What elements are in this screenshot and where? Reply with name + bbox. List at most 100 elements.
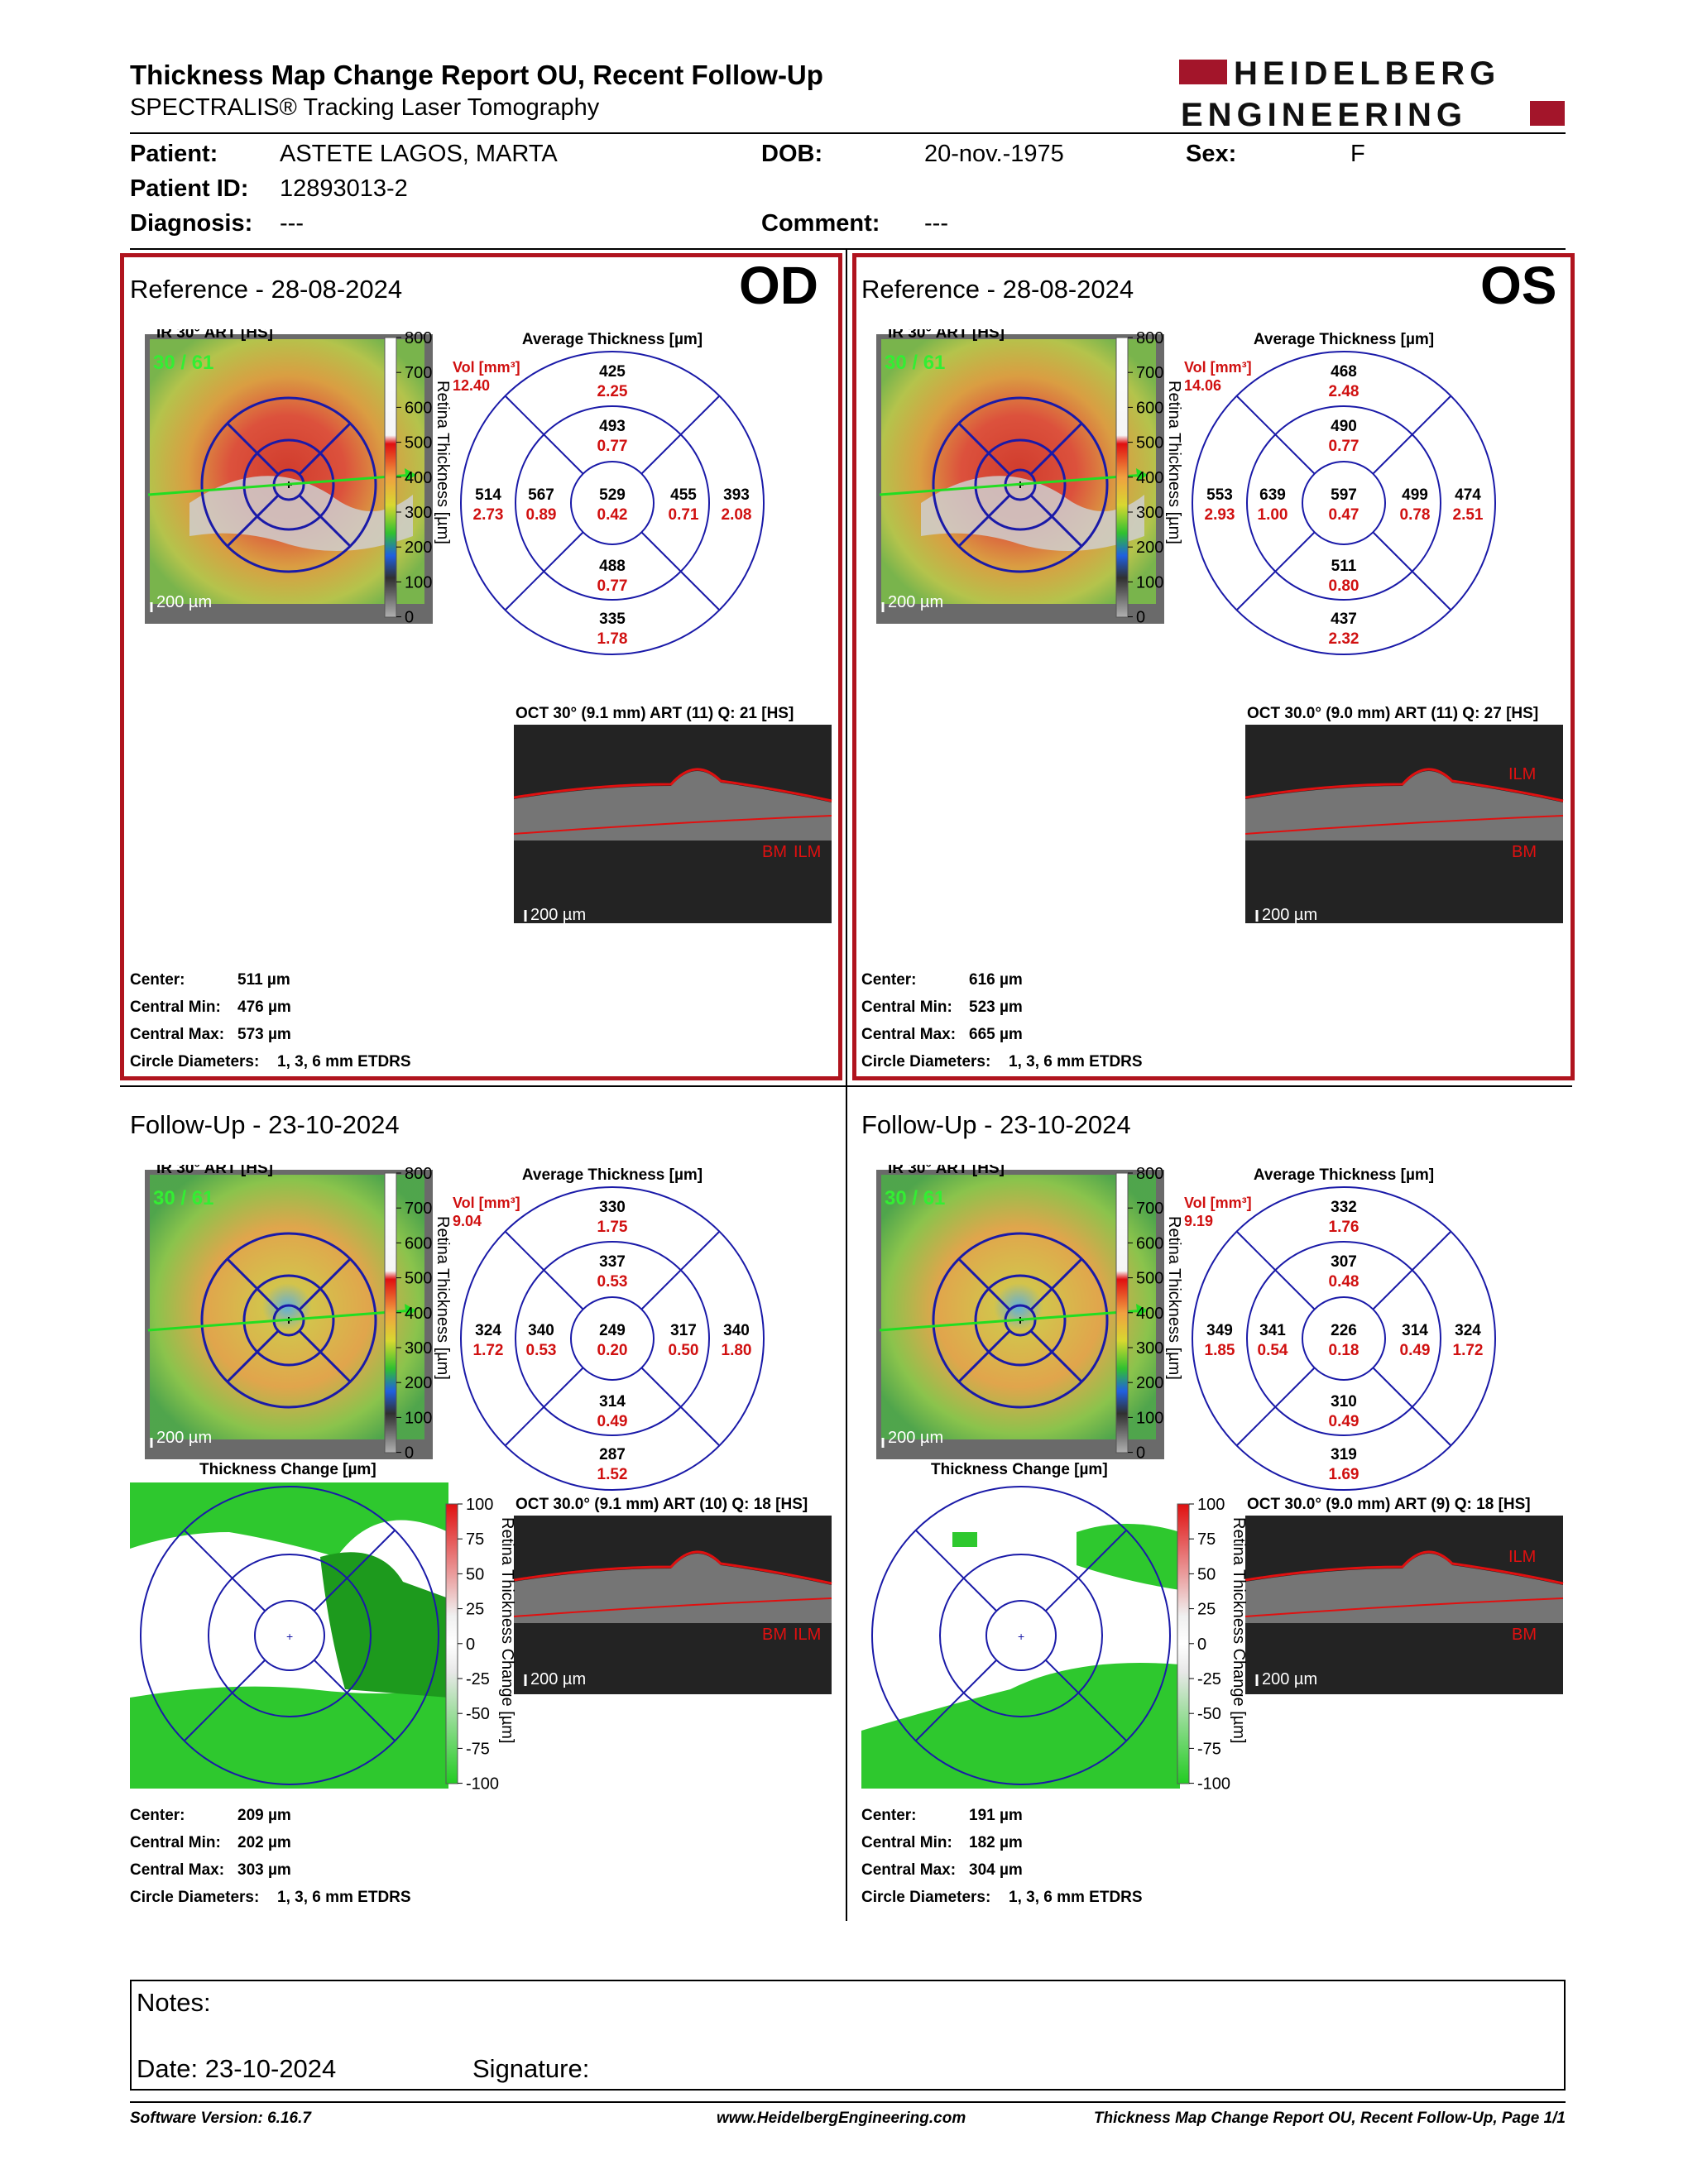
od-fu-etdrs-grid: Average Thickness [µm]Vol [mm³] 9.04 330 1.… [453, 1166, 765, 1491]
od-ref-oct-scale: 200 µm [530, 906, 586, 923]
colorbar-tick: 500 [405, 1270, 432, 1288]
colorbar-tick: 500 [1136, 434, 1163, 453]
patient-id: 12893013-2 [280, 175, 408, 202]
diagnosis-label: Diagnosis: [130, 210, 253, 237]
report-subtitle: SPECTRALIS® Tracking Laser Tomography [130, 94, 600, 121]
dob-value: 20-nov.-1975 [924, 141, 1064, 167]
sector-thickness-center: 226 [1331, 1322, 1357, 1339]
sector-thickness-outer-right: 393 [723, 486, 750, 504]
sector-thickness-outer-top: 330 [599, 1199, 626, 1216]
os-fu-thickness-change-map: + [861, 1482, 1180, 1789]
od-fu-ir-thickness-map: IR 30° ART [HS] 30 / 61 200 µm [145, 1165, 433, 1459]
stat-label: Circle Diameters: [861, 1053, 991, 1070]
colorbar-tick: 100 [405, 1409, 432, 1427]
colorbar-tick: 600 [1136, 399, 1163, 417]
sector-volume-inner-top: 0.48 [1329, 1273, 1360, 1291]
svg-text:ENGINEERING: ENGINEERING [1181, 97, 1467, 133]
sector-volume-inner-left: 0.53 [526, 1342, 557, 1359]
sector-volume-outer-right: 1.72 [1453, 1342, 1484, 1359]
os-fu-oct-scale: 200 µm [1262, 1670, 1317, 1688]
sector-volume-outer-right: 2.08 [722, 506, 752, 524]
colorbar-tick: 700 [405, 1200, 432, 1218]
os-ref-oct-bscan: OCT 30.0° (9.0 mm) ART (11) Q: 27 [HS] IL… [1245, 705, 1564, 923]
os-fu-oct-bscan: OCT 30.0° (9.0 mm) ART (9) Q: 18 [HS] ILM… [1245, 1496, 1564, 1694]
os-fu-ir-label: IR 30° ART [HS] [888, 1165, 1005, 1177]
od-fu-ir-count: 30 / 61 [153, 1187, 213, 1209]
stat-value: 304 µm [969, 1861, 1023, 1879]
stat-label: Central Max: [130, 1026, 225, 1043]
change-tick: 0 [1197, 1636, 1206, 1654]
change-tick: -50 [1197, 1705, 1221, 1723]
stat-label: Circle Diameters: [861, 1889, 991, 1906]
stat-label: Center: [861, 1807, 917, 1824]
sector-volume-inner-bottom: 0.49 [597, 1413, 628, 1430]
stat-label: Circle Diameters: [130, 1889, 260, 1906]
os-ref-ir-count: 30 / 61 [885, 352, 945, 374]
sector-thickness-outer-top: 468 [1331, 363, 1357, 381]
od-ref-ir-scale: 200 µm [156, 593, 212, 611]
sector-thickness-inner-top: 493 [599, 418, 626, 435]
od-fu-colorbar-title: Retina Thickness [µm] [434, 1216, 452, 1380]
os-fu-change-title: Thickness Change [µm] [931, 1461, 1108, 1478]
od-fu-title: Follow-Up - 23-10-2024 [130, 1110, 400, 1139]
change-tick: -75 [466, 1740, 490, 1758]
os-ref-title: Reference - 28-08-2024 [861, 275, 1134, 304]
stat-value: 209 µm [237, 1807, 291, 1824]
colorbar-tick: 800 [405, 1165, 432, 1183]
sector-volume-inner-right: 0.49 [1400, 1342, 1431, 1359]
change-tick: -25 [1197, 1670, 1221, 1688]
os-fu-change-colorbar: 100 75 50 25 0 -25 -50 -75 -100 Retina Thickness … [1177, 1496, 1248, 1794]
sector-thickness-inner-left: 341 [1259, 1322, 1286, 1339]
oct-layer-tag: ILM [794, 843, 821, 861]
stat-label: Central Max: [861, 1026, 957, 1043]
colorbar-tick: 700 [1136, 1200, 1163, 1218]
colorbar-tick: 0 [1136, 609, 1145, 627]
os-ref-eye-label: OS [1480, 256, 1557, 315]
change-tick: 25 [466, 1601, 484, 1619]
diagnosis-value: --- [280, 210, 304, 237]
od-fu-oct-label: OCT 30.0° (9.1 mm) ART (10) Q: 18 [HS] [516, 1496, 808, 1513]
sector-thickness-outer-top: 425 [599, 363, 626, 381]
od-fu-thickness-change-map: + [130, 1482, 448, 1789]
od-ref-thickness-colorbar: 800 700 600 500 400 300 200 100 0 Retina Thicknes… [384, 329, 452, 627]
sector-volume-outer-left: 2.73 [473, 506, 504, 524]
os-ref-thickness-colorbar: 800 700 600 500 400 300 200 100 0 Retina Thicknes… [1115, 329, 1183, 627]
sector-volume-inner-right: 0.71 [669, 506, 699, 524]
sex-label: Sex: [1186, 141, 1237, 167]
colorbar-tick: 300 [1136, 1339, 1163, 1358]
change-tick: 50 [466, 1565, 484, 1583]
dob-label: DOB: [761, 141, 823, 167]
od-fu-etdrs-title: Average Thickness [µm] [522, 1166, 703, 1184]
comment-value: --- [924, 210, 948, 237]
od-ref-title: Reference - 28-08-2024 [130, 275, 403, 304]
sector-volume-outer-left: 2.93 [1205, 506, 1235, 524]
stat-value: 476 µm [237, 999, 291, 1016]
change-tick: 75 [1197, 1530, 1216, 1549]
colorbar-tick: 400 [405, 1305, 432, 1323]
sector-thickness-inner-left: 639 [1259, 486, 1286, 504]
notes-box[interactable]: Notes: Date: 23-10-2024 Signature: [130, 1980, 1566, 2091]
od-fu-ir-scale: 200 µm [156, 1429, 212, 1447]
footer-website: www.HeidelbergEngineering.com [717, 2110, 966, 2127]
colorbar-tick: 200 [1136, 539, 1163, 557]
os-ref-ir-scale: 200 µm [888, 593, 943, 611]
stat-label: Central Max: [130, 1861, 225, 1879]
od-ref-etdrs-title: Average Thickness [µm] [522, 331, 703, 348]
sector-thickness-inner-top: 490 [1331, 418, 1357, 435]
colorbar-tick: 300 [405, 1339, 432, 1358]
od-fu-ir-label: IR 30° ART [HS] [156, 1165, 273, 1177]
stat-value: 511 µm [237, 971, 290, 989]
od-fu-vol-value: 9.04 [453, 1213, 482, 1229]
colorbar-tick: 200 [405, 539, 432, 557]
stat-value: 1, 3, 6 mm ETDRS [277, 1053, 411, 1070]
sector-volume-outer-bottom: 1.78 [597, 630, 628, 648]
stat-value: 182 µm [969, 1834, 1023, 1851]
od-reference-frame [120, 253, 842, 1080]
stat-label: Central Min: [861, 1834, 952, 1851]
os-ref-colorbar-title: Retina Thickness [µm] [1165, 381, 1183, 544]
change-tick: 100 [1197, 1496, 1225, 1514]
sector-thickness-outer-right: 340 [723, 1322, 750, 1339]
change-tick: 25 [1197, 1601, 1216, 1619]
od-ref-eye-label: OD [739, 256, 818, 315]
date-label: Date: 23-10-2024 [137, 2054, 337, 2083]
